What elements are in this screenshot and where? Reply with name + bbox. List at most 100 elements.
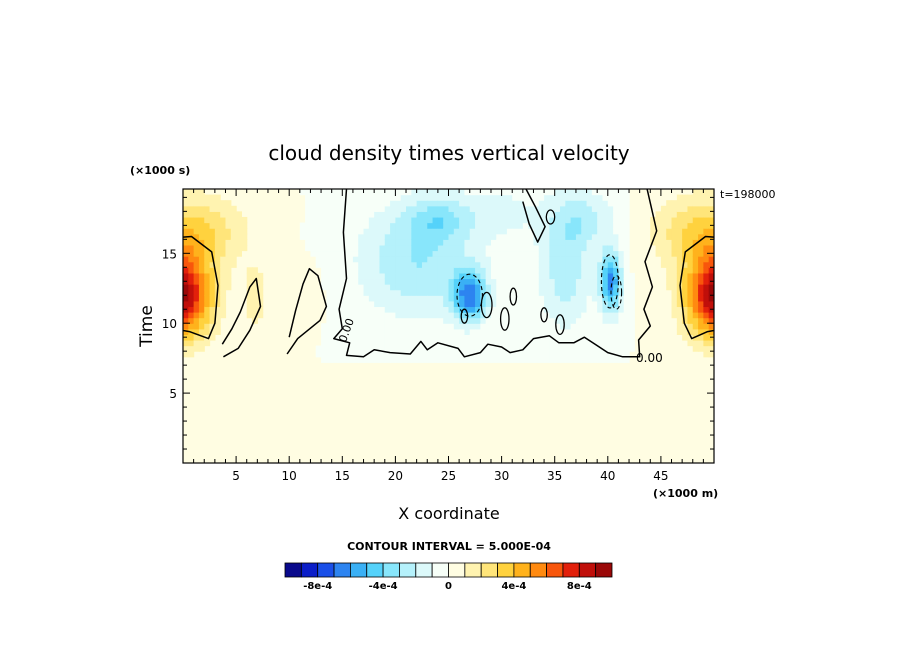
field-cell: [676, 312, 683, 319]
field-cell: [560, 272, 566, 280]
field-cell: [390, 261, 396, 268]
field-cell: [193, 328, 200, 335]
field-cell: [655, 233, 662, 240]
field-cell: [395, 200, 402, 207]
field-cell: [490, 194, 497, 201]
field-cell: [591, 328, 598, 335]
field-cell: [687, 278, 694, 285]
field-cell: [459, 339, 466, 347]
field-cell: [421, 239, 428, 246]
field-cell: [475, 295, 481, 302]
field-cell: [512, 278, 519, 285]
field-cell: [538, 261, 545, 268]
field-cell: [618, 278, 625, 285]
field-cell: [400, 300, 407, 308]
field-cell: [400, 272, 407, 280]
field-cell: [602, 272, 609, 280]
field-cell: [676, 244, 683, 252]
field-cell: [400, 339, 407, 347]
field-cell: [485, 244, 492, 252]
field-cell: [374, 312, 381, 319]
field-cell: [358, 289, 365, 296]
field-cell: [352, 239, 359, 246]
field-cell: [597, 317, 604, 324]
field-cell: [496, 289, 503, 296]
field-cell: [321, 256, 327, 263]
field-cell: [400, 244, 407, 252]
negative-contour: [600, 254, 619, 309]
field-cell: [315, 345, 322, 352]
field-cell: [549, 284, 556, 291]
field-cell: [490, 189, 497, 196]
field-cell: [538, 189, 545, 196]
field-cell: [347, 250, 354, 257]
field-cell: [347, 222, 354, 229]
field-cell: [522, 256, 529, 263]
field-cell: [544, 323, 550, 330]
field-cell: [480, 239, 487, 246]
field-cell: [352, 351, 359, 358]
field-cell: [448, 289, 455, 296]
field-cell: [368, 323, 375, 330]
field-cell: [347, 334, 354, 341]
field-cell: [448, 345, 455, 352]
field-cell: [687, 289, 694, 296]
field-cell: [528, 261, 535, 268]
field-cell: [225, 239, 232, 246]
field-cell: [331, 194, 338, 201]
field-cell: [629, 295, 635, 302]
field-cell: [432, 306, 439, 313]
field-cell: [517, 312, 524, 319]
field-cell: [517, 233, 524, 240]
field-cell: [586, 295, 593, 302]
field-cell: [390, 339, 396, 347]
field-cell: [464, 334, 471, 341]
field-cell: [565, 250, 572, 257]
field-cell: [676, 216, 683, 224]
field-cell: [368, 351, 375, 358]
field-cell: [512, 345, 519, 352]
field-cell: [512, 256, 519, 263]
field-cell: [687, 339, 694, 347]
field-cell: [321, 284, 327, 291]
field-cell: [437, 323, 444, 330]
field-cell: [591, 244, 598, 252]
field-cell: [623, 228, 630, 235]
field-cell: [400, 189, 407, 196]
field-cell: [549, 289, 556, 296]
field-cell: [512, 317, 519, 324]
field-cell: [368, 284, 375, 291]
field-cell: [331, 284, 338, 291]
field-cell: [496, 323, 503, 330]
field-cell: [533, 351, 540, 358]
field-cell: [305, 216, 312, 224]
field-cell: [326, 339, 333, 347]
field-cell: [533, 216, 540, 224]
field-cell: [501, 272, 508, 280]
field-cell: [379, 339, 386, 347]
field-cell: [188, 239, 195, 246]
field-cell: [607, 312, 614, 319]
field-cell: [379, 323, 386, 330]
field-cell: [501, 228, 508, 235]
field-cell: [522, 216, 529, 224]
field-cell: [607, 211, 614, 218]
field-cell: [220, 261, 227, 268]
field-cell: [384, 317, 391, 324]
field-cell: [544, 228, 550, 235]
field-cell: [666, 222, 673, 229]
field-cell: [315, 250, 322, 257]
field-cell: [198, 306, 205, 313]
field-cell: [198, 284, 205, 291]
field-cell: [406, 312, 412, 319]
field-cell: [384, 289, 391, 296]
field-cell: [406, 222, 412, 229]
field-cell: [554, 239, 561, 246]
field-cell: [368, 228, 375, 235]
field-cell: [448, 256, 455, 263]
field-cell: [352, 228, 359, 235]
field-cell: [395, 228, 402, 235]
field-cell: [698, 233, 704, 240]
field-cell: [607, 339, 614, 347]
field-cell: [326, 356, 333, 363]
